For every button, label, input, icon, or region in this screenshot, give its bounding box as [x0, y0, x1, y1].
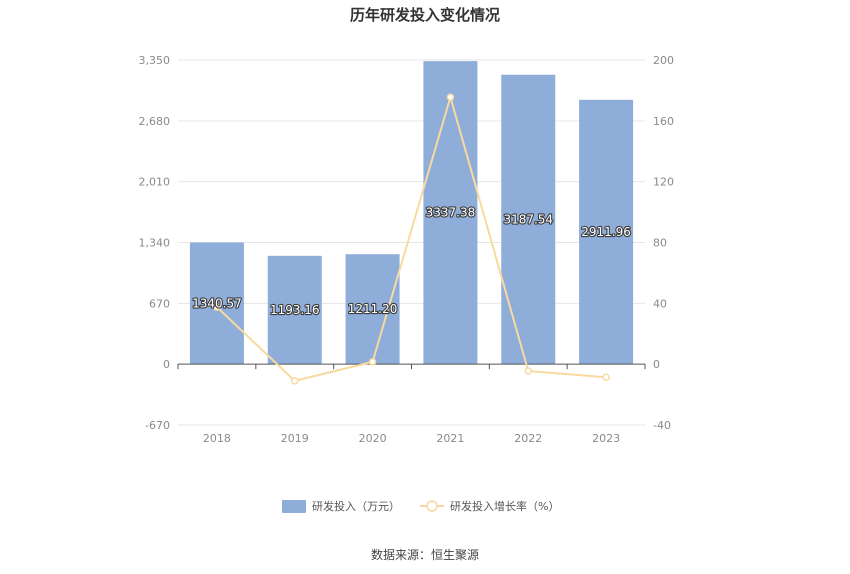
line-point: [446, 93, 455, 102]
y-left-tick-label: 3,350: [139, 54, 171, 67]
axes: -670 0 670 1,340 2,010 2,680 3,350 -40 0 40 80 120 1…: [139, 54, 675, 445]
y-left-tick-label: 0: [163, 358, 170, 371]
y-left-tick-label: 670: [149, 297, 170, 310]
line-point: [213, 303, 221, 311]
line-point: [368, 358, 377, 366]
bar: [423, 61, 478, 365]
y-left-tick-label: 2,010: [139, 176, 171, 189]
growth-line: [216, 93, 607, 382]
y-left-tick-label: 2,680: [139, 115, 171, 128]
line-point: [291, 377, 299, 385]
legend-label-line: 研发投入增长率（%）: [450, 499, 559, 513]
y-right-tick-label: 120: [653, 176, 674, 189]
bar: [189, 242, 244, 365]
data-labels: 1340.57 1193.16 1211.20 3337.38 3187.54 2911.…: [191, 205, 632, 319]
grid-lines: [178, 59, 645, 426]
legend-swatch-marker: [426, 500, 438, 512]
x-tick-label: 2023: [592, 432, 620, 445]
y-right-tick-label: 0: [653, 358, 660, 371]
x-tick-label: 2022: [514, 432, 542, 445]
bar-data-label: 1211.20: [348, 302, 398, 316]
legend[interactable]: 研发投入（万元） 研发投入增长率（%）: [282, 499, 559, 513]
line-series: [213, 93, 610, 385]
bar: [267, 255, 322, 365]
x-tick-label: 2021: [436, 432, 464, 445]
x-tick-label: 2019: [281, 432, 309, 445]
bar: [579, 99, 634, 365]
bar-data-label: 1193.16: [270, 303, 320, 317]
y-left-tick-label: 1,340: [139, 237, 171, 250]
y-right-tick-label: 160: [653, 115, 674, 128]
bar-data-label: 2911.96: [581, 225, 631, 239]
source-note: 数据来源：恒生聚源: [370, 548, 479, 562]
legend-swatch-bar: [282, 500, 306, 513]
y-right-tick-label: 80: [653, 237, 667, 250]
x-tick-label: 2018: [203, 432, 231, 445]
y-right-tick-label: -40: [653, 419, 671, 432]
legend-label-bar: 研发投入（万元）: [312, 499, 400, 513]
bar-data-label: 3337.38: [426, 206, 476, 220]
x-tick-label: 2020: [359, 432, 387, 445]
line-point: [524, 367, 532, 375]
chart-title: 历年研发投入变化情况: [349, 6, 500, 24]
y-left-tick-label: -670: [145, 419, 170, 432]
bar-data-label: 1340.57: [192, 296, 242, 310]
bar: [501, 74, 556, 365]
bar: [345, 254, 400, 365]
line-point: [602, 373, 610, 381]
bar-series: [189, 61, 634, 365]
bar-data-label: 3187.54: [503, 212, 553, 226]
y-right-tick-label: 40: [653, 297, 667, 310]
y-right-tick-label: 200: [653, 54, 674, 67]
